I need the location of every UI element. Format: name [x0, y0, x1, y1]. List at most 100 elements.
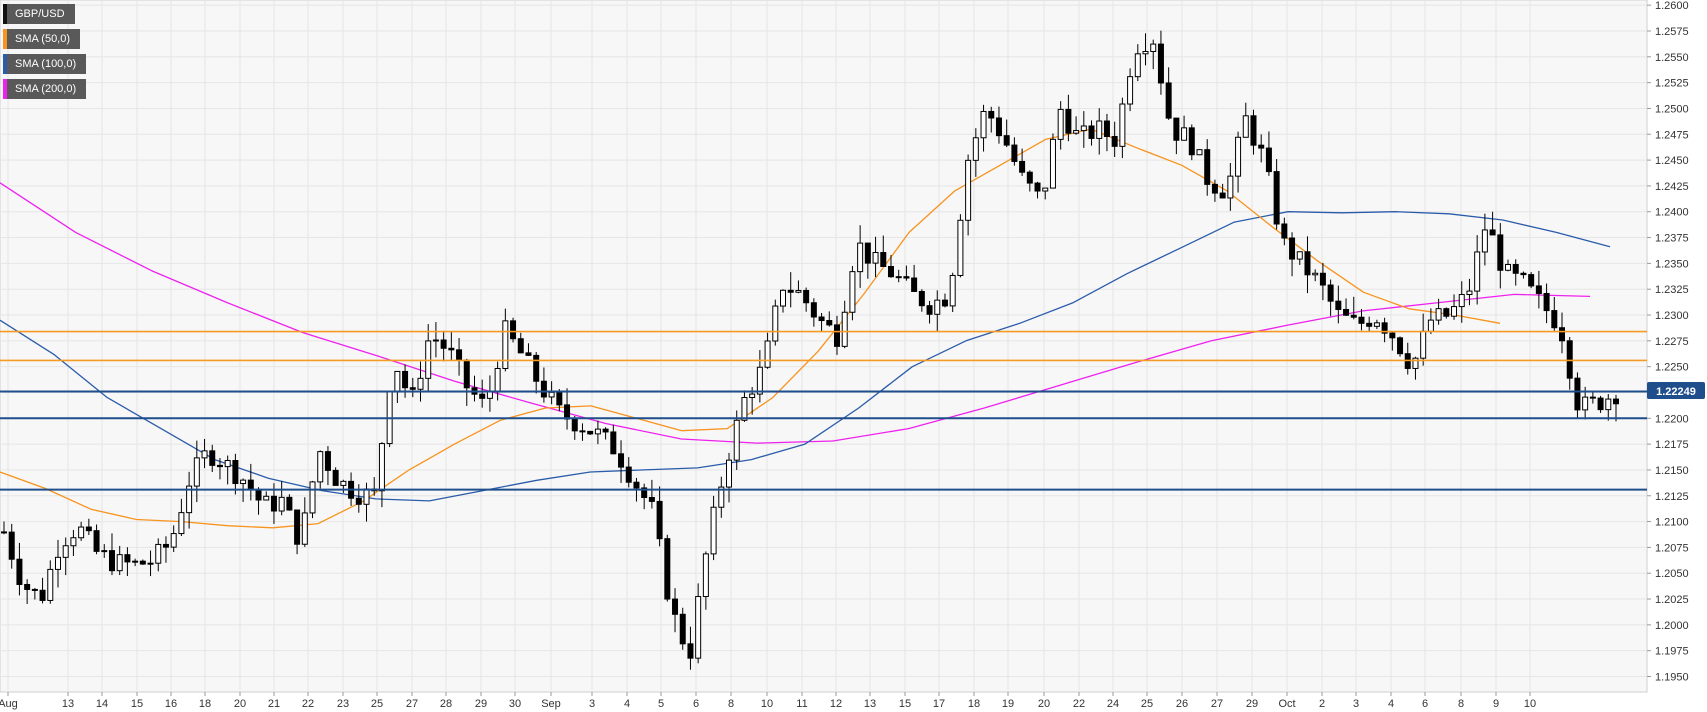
candle-body	[39, 589, 46, 601]
x-tick-label: 20	[1038, 698, 1050, 710]
candle-body	[1466, 290, 1473, 296]
candle-body	[85, 526, 92, 532]
candle-body	[448, 347, 455, 351]
x-tick-label: 19	[1002, 698, 1014, 710]
candle-body	[1019, 160, 1026, 173]
legend-sma50[interactable]: SMA (50,0)	[3, 29, 81, 49]
chart-legend: GBP/USD SMA (50,0) SMA (100,0) SMA (200,…	[3, 4, 87, 104]
y-tick-label: 1.2000	[1655, 620, 1689, 632]
candle-body	[1489, 229, 1496, 236]
candle-body	[841, 311, 848, 347]
y-tick-label: 1.2275	[1655, 336, 1689, 348]
candle-body	[957, 219, 964, 276]
y-tick-label: 1.2125	[1655, 491, 1689, 503]
candle-body	[1412, 357, 1419, 369]
candle-body	[201, 450, 208, 459]
time-axis: Aug 13 14 15 16 18 20 21 22 23 25 27 28 29 30 Sep 3 4 5 6 8 1…	[0, 692, 1536, 710]
candle-body	[1543, 292, 1550, 312]
candle-body	[1042, 187, 1049, 192]
candle-body	[425, 340, 432, 379]
candle-body	[733, 419, 740, 461]
candle-body	[1559, 327, 1566, 342]
candle-body	[1273, 171, 1280, 225]
candle-body	[193, 457, 200, 487]
candle-body	[209, 450, 216, 466]
x-tick-label: 25	[371, 698, 383, 710]
candle-body	[1535, 285, 1542, 294]
y-tick-label: 1.2425	[1655, 181, 1689, 193]
candle-body	[1289, 237, 1296, 260]
x-tick-label: 27	[406, 698, 418, 710]
candle-body	[62, 545, 69, 558]
x-tick-label: 13	[864, 698, 876, 710]
candle-body	[702, 553, 709, 598]
candle-body	[1304, 251, 1311, 276]
candle-body	[378, 443, 385, 492]
candle-body	[672, 598, 679, 615]
candle-body	[332, 469, 339, 486]
candle-body	[1505, 263, 1512, 271]
candle-body	[764, 340, 771, 368]
x-tick-label: 6	[1422, 698, 1428, 710]
candle-body	[795, 289, 802, 293]
candle-body	[579, 430, 586, 433]
sma-50-line	[0, 128, 1501, 529]
candle-body	[687, 643, 694, 659]
candle-body	[934, 299, 941, 315]
x-tick-label: 24	[1107, 698, 1119, 710]
current-price-label: 1.22249	[1647, 382, 1705, 399]
candle-body	[417, 377, 424, 390]
candle-body	[880, 252, 887, 267]
x-tick-label: 6	[693, 698, 699, 710]
candle-body	[726, 459, 733, 488]
candle-body	[1, 531, 7, 534]
x-tick-label: 28	[440, 698, 452, 710]
x-tick-label: 8	[728, 698, 734, 710]
y-tick-label: 1.2475	[1655, 129, 1689, 141]
candle-body	[710, 506, 717, 555]
candle-body	[772, 305, 779, 342]
candle-body	[633, 481, 640, 489]
y-tick-label: 1.1975	[1655, 646, 1689, 658]
sma-line	[0, 211, 1611, 502]
candle-body	[479, 393, 486, 399]
candle-body	[988, 110, 995, 119]
candle-body	[756, 366, 763, 395]
legend-sma200[interactable]: SMA (200,0)	[3, 79, 87, 99]
x-tick-label: Aug	[0, 698, 18, 710]
candle-body	[1597, 397, 1604, 411]
candle-body	[1096, 120, 1103, 139]
candlesticks	[1, 30, 1619, 670]
legend-gbpusd[interactable]: GBP/USD	[3, 4, 75, 24]
candle-body	[278, 496, 285, 512]
candle-body	[564, 404, 571, 420]
x-tick-label: 12	[830, 698, 842, 710]
candle-body	[1443, 308, 1450, 317]
candle-body	[317, 451, 324, 483]
candle-body	[162, 543, 169, 548]
legend-sma100[interactable]: SMA (100,0)	[3, 54, 87, 74]
candle-body	[1227, 175, 1234, 199]
y-tick-label: 1.2575	[1655, 26, 1689, 38]
y-tick-label: 1.2500	[1655, 103, 1689, 115]
candle-body	[93, 530, 100, 552]
candle-body	[1026, 171, 1033, 184]
candle-body	[24, 583, 31, 590]
x-tick-label: 16	[165, 698, 177, 710]
y-tick-label: 1.2325	[1655, 284, 1689, 296]
candle-body	[648, 496, 655, 502]
candle-body	[255, 489, 262, 501]
candle-body	[1427, 319, 1434, 332]
candle-body	[1512, 263, 1519, 274]
candle-body	[517, 338, 524, 354]
x-tick-label: 3	[589, 698, 595, 710]
x-tick-label: 15	[131, 698, 143, 710]
candle-body	[1397, 337, 1404, 355]
candle-body	[1566, 340, 1573, 379]
candle-body	[1103, 120, 1110, 137]
y-tick-label: 1.2550	[1655, 52, 1689, 64]
candle-body	[1250, 115, 1257, 146]
candle-body	[833, 324, 840, 347]
candle-body	[1435, 308, 1442, 321]
